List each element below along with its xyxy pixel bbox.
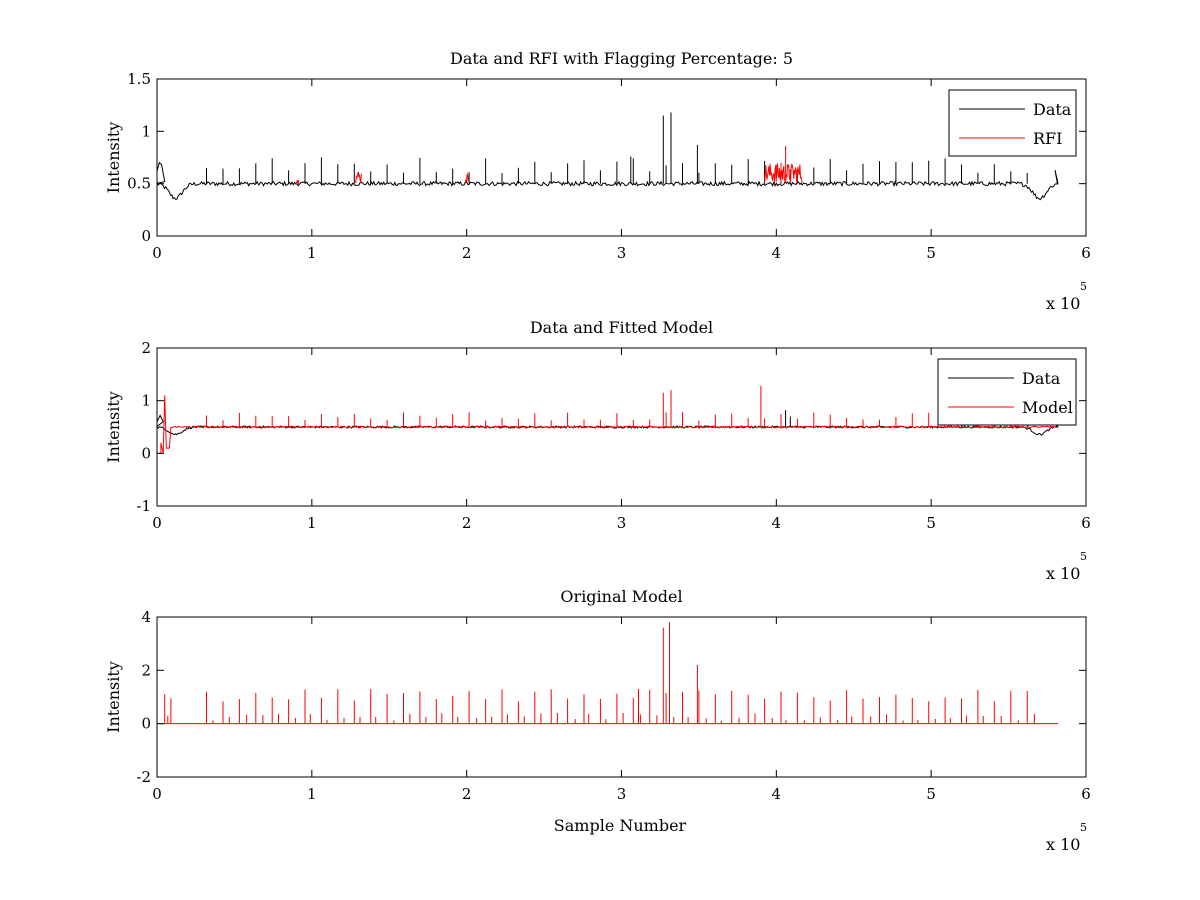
x-tick-label: 6 — [1081, 244, 1091, 262]
x-tick-label: 6 — [1081, 785, 1091, 803]
x-tick-label: 0 — [152, 785, 162, 803]
subplot-title: Data and RFI with Flagging Percentage: 5 — [450, 49, 793, 68]
legend: Data Model — [937, 358, 1077, 426]
x-exponent-base: x 10 — [1046, 564, 1080, 583]
x-tick-label: 5 — [926, 244, 936, 262]
x-tick-label: 2 — [462, 514, 472, 532]
x-tick-label: 3 — [617, 785, 627, 803]
y-tick-label: 2 — [141, 339, 151, 357]
x-exponent-power: 5 — [1080, 821, 1087, 834]
x-tick-label: 5 — [926, 785, 936, 803]
y-tick-label: 4 — [141, 608, 151, 626]
x-tick-label: 4 — [772, 244, 782, 262]
x-tick-label: 4 — [772, 785, 782, 803]
x-exponent-label: x 105 — [1046, 280, 1087, 313]
legend-entry-label: Model — [1022, 398, 1073, 417]
x-tick-label: 2 — [462, 785, 472, 803]
x-tick-label: 3 — [617, 514, 627, 532]
plot-area — [157, 622, 1059, 725]
x-tick-label: 0 — [152, 514, 162, 532]
y-axis-label: Intensity — [104, 391, 123, 463]
legend-entry-label: Data — [1033, 100, 1072, 119]
x-exponent-base: x 10 — [1046, 835, 1080, 854]
x-axis-label: Sample Number — [554, 816, 687, 835]
y-tick-label: 1.5 — [127, 70, 151, 88]
x-tick-label: 3 — [617, 244, 627, 262]
x-exponent-label: x 105 — [1046, 550, 1087, 583]
axes-box — [156, 616, 1087, 778]
data-series-line — [157, 414, 1059, 436]
y-axis-label: Intensity — [104, 661, 123, 733]
y-tick-label: 2 — [141, 661, 151, 679]
y-tick-label: 1 — [141, 122, 151, 140]
x-tick-label: 1 — [307, 785, 317, 803]
x-tick-label: 0 — [152, 244, 162, 262]
rfi-series-segment — [354, 171, 362, 184]
legend-box — [937, 358, 1077, 426]
model-series-line — [170, 425, 1058, 429]
legend: Data RFI — [948, 89, 1077, 157]
x-tick-label: 1 — [307, 244, 317, 262]
rfi-series-segment — [763, 163, 803, 185]
legend-entry-label: Data — [1022, 369, 1061, 388]
plot-area — [157, 112, 1059, 201]
x-tick-label: 2 — [462, 244, 472, 262]
axes-box — [156, 78, 1087, 237]
y-tick-label: 0 — [141, 227, 151, 245]
legend-box — [948, 89, 1077, 157]
y-tick-label: 0 — [141, 444, 151, 462]
x-exponent-power: 5 — [1080, 280, 1087, 293]
y-tick-label: -2 — [136, 768, 151, 786]
x-exponent-power: 5 — [1080, 550, 1087, 563]
rfi-series-segment — [295, 179, 300, 185]
x-tick-label: 6 — [1081, 514, 1091, 532]
subplot-title: Original Model — [560, 587, 682, 606]
x-exponent-base: x 10 — [1046, 294, 1080, 313]
plot-area — [157, 385, 1059, 454]
rfi-series-segment — [464, 172, 469, 183]
y-axis-label: Intensity — [104, 122, 123, 194]
x-tick-label: 4 — [772, 514, 782, 532]
subplot-title: Data and Fitted Model — [530, 318, 713, 337]
x-tick-label: 5 — [926, 514, 936, 532]
y-tick-label: -1 — [136, 497, 151, 515]
y-tick-label: 0 — [141, 715, 151, 733]
data-series-line — [157, 161, 1059, 201]
x-tick-label: 1 — [307, 514, 317, 532]
x-exponent-label: x 105 — [1046, 821, 1087, 854]
model-early-segment — [158, 395, 172, 454]
y-tick-label: 1 — [141, 392, 151, 410]
legend-entry-label: RFI — [1033, 129, 1062, 148]
y-tick-label: 0.5 — [127, 175, 151, 193]
